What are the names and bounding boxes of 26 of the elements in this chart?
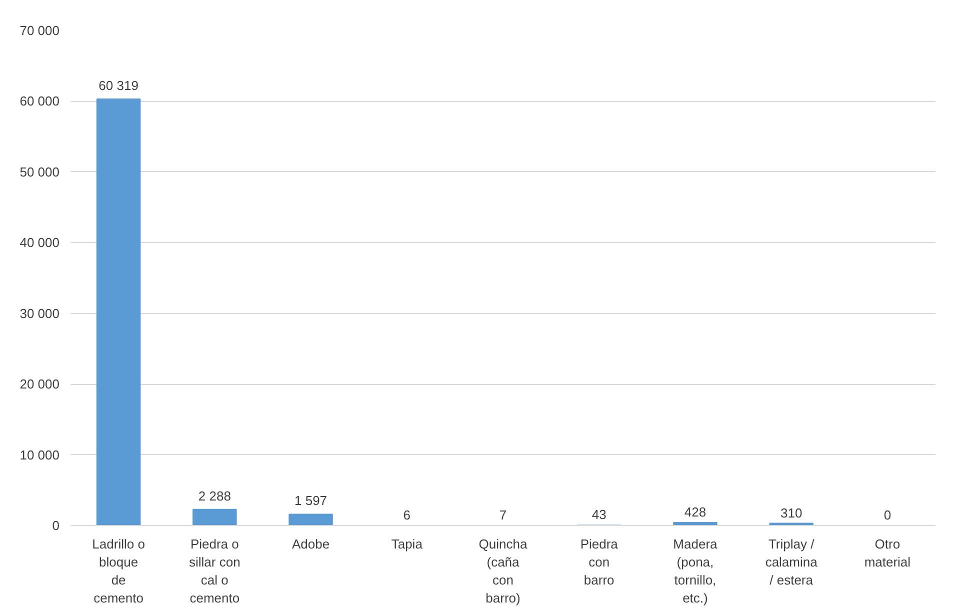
y-tick-label: 30 000 [20, 306, 60, 321]
y-tick-label: 40 000 [20, 235, 60, 250]
data-label: 0 [884, 508, 892, 522]
y-tick-label: 20 000 [20, 376, 60, 392]
x-tick-label: Adobe [292, 536, 330, 552]
x-tick-label: Tapia [391, 536, 424, 552]
x-tick-label: Quincha (caña con barro) [478, 536, 528, 606]
data-label: 428 [684, 504, 706, 520]
y-tick-label: 0 [52, 518, 60, 533]
x-tick-label: Piedra o sillar con cal o cemento [189, 536, 240, 606]
x-tick-label: Triplay / calamina / estera [765, 536, 818, 588]
data-label: 1 597 [294, 493, 328, 508]
y-tick-label: 70 000 [20, 23, 60, 38]
y-tick-label: 60 000 [20, 94, 60, 109]
x-tick-label: Otro material [864, 536, 911, 570]
y-tick-label: 10 000 [20, 447, 60, 462]
x-tick-label: Ladrillo o bloque de cemento [92, 536, 145, 606]
data-label: 60 319 [98, 78, 138, 93]
x-tick-label: Piedra con barro [580, 536, 619, 588]
x-tick-label: Madera (pona, tornillo, etc.) [673, 536, 718, 606]
data-label: 7 [499, 507, 507, 522]
data-label: 6 [403, 507, 411, 522]
data-label: 310 [780, 505, 802, 520]
data-label: 43 [592, 507, 606, 522]
y-tick-label: 50 000 [20, 164, 60, 180]
data-label: 2 288 [198, 488, 231, 504]
